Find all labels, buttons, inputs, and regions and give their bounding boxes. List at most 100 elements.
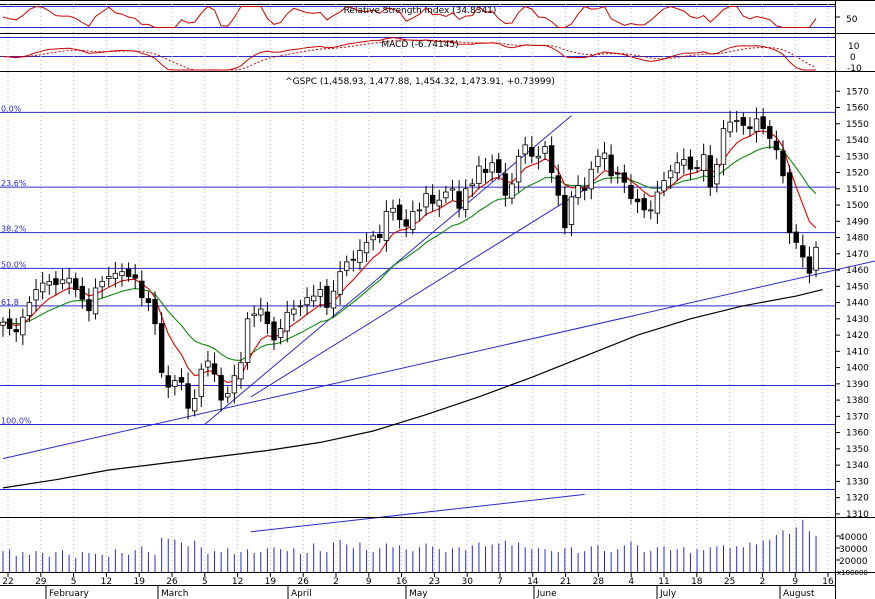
volume-bars	[2, 519, 817, 572]
candle-body	[152, 298, 158, 325]
candle-body	[529, 147, 535, 157]
candle-body	[628, 184, 634, 199]
x-tick-label: 5	[71, 577, 77, 587]
green-moving-average-line	[2, 146, 817, 361]
candle-body	[601, 152, 608, 159]
macd-series-line	[2, 37, 816, 71]
candle-body	[363, 242, 370, 254]
candle-body	[337, 271, 343, 295]
candle-body	[396, 204, 403, 221]
price-tick-label: 1460	[846, 266, 869, 276]
volume-tick-label: 30000	[839, 545, 868, 555]
fib-level-label: 38.2%	[1, 225, 27, 234]
candle-body	[575, 185, 581, 199]
candlesticks	[0, 107, 819, 420]
price-tick-label: 1540	[846, 136, 869, 146]
candle-body	[86, 299, 92, 312]
candle-body	[99, 281, 105, 288]
x-tick-label: 19	[133, 577, 145, 587]
candle-body	[806, 256, 813, 274]
x-tick-label: 12	[232, 577, 243, 587]
x-tick-label: 2	[333, 577, 339, 587]
candle-body	[581, 188, 588, 191]
candle-body	[277, 328, 284, 338]
month-label: June	[536, 589, 557, 599]
fibonacci-levels: 0.0% 23.6% 38.2% 50.0% 61.8 100.0%	[0, 104, 835, 490]
price-tick-label: 1550	[846, 120, 869, 130]
month-label: March	[161, 589, 188, 599]
x-tick-label: 7	[497, 577, 503, 587]
candle-body	[106, 276, 112, 279]
candle-body	[211, 363, 218, 375]
x-tick-label: 16	[396, 577, 408, 587]
candle-body	[661, 180, 667, 192]
price-tick-label: 1370	[846, 412, 869, 422]
candle-body	[79, 285, 86, 300]
candle-body	[92, 287, 99, 315]
candle-body	[264, 311, 271, 325]
candle-body	[66, 277, 72, 284]
candle-body	[714, 163, 720, 185]
candle-body	[654, 191, 661, 214]
trendline	[250, 185, 592, 398]
rsi-tick-label: 50	[846, 15, 858, 25]
price-tick-label: 1560	[846, 104, 869, 114]
x-tick-label: 22	[2, 577, 13, 587]
candle-body	[502, 173, 509, 196]
candle-body	[132, 274, 138, 279]
x-tick-label: 14	[527, 577, 539, 587]
trendline	[250, 493, 585, 533]
x-tick-label: 12	[101, 577, 112, 587]
price-tick-label: 1510	[846, 185, 869, 195]
candle-body	[562, 194, 568, 229]
candle-body	[350, 258, 357, 261]
month-label: July	[659, 589, 677, 599]
candle-body	[773, 140, 780, 151]
price-tick-label: 1360	[846, 429, 869, 439]
price-tick-label: 1340	[846, 461, 869, 471]
candle-body	[324, 285, 330, 308]
candle-body	[310, 295, 317, 302]
candle-body	[753, 118, 760, 132]
candle-body	[634, 198, 641, 203]
x-tick-label: 26	[166, 577, 178, 587]
fib-level-label: 100.0%	[1, 416, 32, 425]
candle-body	[357, 250, 363, 263]
candle-body	[59, 279, 66, 284]
trendlines	[2, 115, 875, 533]
candle-body	[377, 233, 383, 238]
candle-body	[39, 282, 46, 293]
candle-body	[648, 209, 654, 212]
x-tick-label: 11	[658, 577, 669, 587]
x-tick-label: 25	[724, 577, 735, 587]
price-axis: 1310 1320 1330 1340 1350 1360 1370 1380 1390 1400…	[835, 87, 869, 520]
candle-body	[443, 191, 449, 199]
candle-body	[667, 170, 674, 179]
candle-body	[436, 199, 442, 207]
candle-body	[33, 289, 39, 301]
candle-body	[145, 298, 152, 303]
candle-body	[238, 362, 244, 380]
trendline	[204, 115, 572, 425]
candle-body	[800, 245, 806, 258]
candle-body	[535, 155, 542, 159]
price-tick-label: 1440	[846, 299, 869, 309]
candle-body	[780, 150, 786, 177]
candle-body	[496, 159, 502, 173]
candle-body	[304, 297, 310, 306]
candle-body	[694, 167, 700, 169]
x-axis: 22 29 5 12 19 26 5 12 19 26 2 9 16 23 30 7 14 21 28 4 11 18 25…	[2, 572, 834, 587]
fib-level-label: 0.0%	[1, 104, 22, 113]
candle-body	[271, 321, 277, 341]
candle-body	[608, 154, 614, 177]
candle-body	[740, 117, 747, 126]
candle-body	[231, 375, 238, 394]
candle-body	[416, 209, 423, 212]
price-tick-label: 1350	[846, 445, 869, 455]
volume-panel: 40000 30000 20000 x100000	[0, 519, 875, 577]
candle-body	[158, 323, 165, 373]
volume-tick-label: 40000	[839, 533, 868, 543]
x-tick-label: 9	[366, 577, 372, 587]
candle-body	[0, 321, 6, 326]
